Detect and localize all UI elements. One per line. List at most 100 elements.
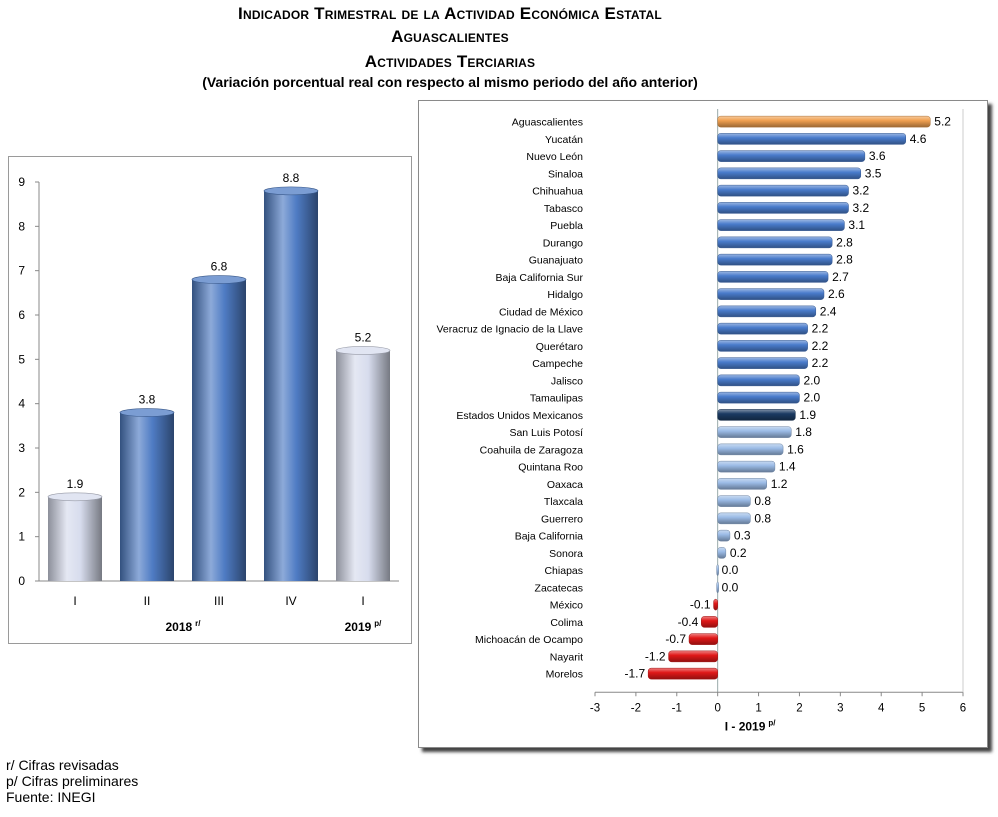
bar-value-label: 3.2 [853,201,870,215]
state-bar [717,374,800,387]
bar-body [717,305,817,318]
bar-value-label: 0.0 [722,563,739,577]
state-bar [717,253,833,266]
state-label: Estados Unidos Mexicanos [456,410,583,422]
bar-body [717,236,833,249]
bar-body [701,616,718,628]
state-bar [701,616,718,628]
bar-value-label: 2.2 [812,322,829,336]
x-category-label: IV [285,594,296,608]
y-tick-label: 5 [18,352,25,366]
state-label: Guanajuato [529,255,583,267]
bar-quarter-5 [335,346,391,581]
state-label: Sinaloa [548,168,583,180]
state-bar [717,495,751,507]
bar-body [717,219,845,231]
state-label: Nayarit [550,651,583,663]
bar-body [717,253,833,266]
bar-value-label: 1.9 [67,477,84,491]
state-label: Querétaro [536,341,583,353]
state-bar [717,288,825,300]
bar-body [717,322,808,335]
state-label: Oaxaca [547,479,583,491]
bar-value-label: 0.2 [730,546,747,560]
state-label: Puebla [550,220,583,232]
bar-value-label: 1.9 [799,408,816,422]
bar-body [717,426,792,438]
bar-body [717,115,931,128]
y-tick-label: 8 [18,219,25,233]
x-tick-label: 5 [919,702,925,714]
bar-value-label: 8.8 [283,171,300,185]
bar-value-label: 2.0 [803,373,820,387]
bar-body [647,667,718,680]
bar-body [717,512,751,525]
bar-value-label: 1.8 [795,425,812,439]
state-bar [717,202,849,214]
title-line-3: Actividades Terciarias [364,52,536,71]
bar-top [47,492,103,502]
bar-body [717,374,800,387]
bar-value-label: -0.7 [665,632,686,646]
x-tick-label: 6 [960,702,966,714]
state-bar [717,460,776,473]
x-category-label: I [361,594,364,608]
bar-value-label: 3.2 [853,184,870,198]
x-tick-label: 2 [796,702,802,714]
quarterly-chart-panel: 0 1 2 3 4 5 6 7 8 9 1.9 I 3.8 II 6.8 III 8.8 IV 5.2 I 2018 r/… [8,156,412,644]
state-label: San Luis Potosí [509,427,583,439]
bar-quarter-1 [47,492,103,581]
note-preliminary: p/ Cifras preliminares [6,773,139,789]
x-category-label: III [214,594,224,608]
state-bar [688,633,718,645]
y-tick-label: 2 [18,485,25,499]
y-tick-label: 9 [18,175,25,189]
state-bar [717,426,792,438]
bar-value-label: 2.7 [832,270,849,284]
states-chart-panel: -3 -2 -1 0 1 2 3 4 5 6 I - 2019 p/Aguascalientes 5.2… [418,100,988,748]
state-label: Quintana Roo [518,462,583,474]
bar-value-label: 0.8 [754,494,771,508]
bar-body [717,529,731,542]
state-bar [717,340,808,352]
state-label: Morelos [546,669,583,681]
bar-quarter-2 [119,408,175,581]
state-bar [717,547,727,559]
bar-value-label: 2.2 [812,339,829,353]
bar-value-label: 2.8 [836,235,853,249]
bar-value-label: 3.6 [869,149,886,163]
bar-value-label: 0.8 [754,511,771,525]
y-tick-label: 7 [18,264,25,278]
state-bar [717,236,833,249]
bar-quarter-4 [263,186,319,581]
bar-body [717,288,825,300]
bar-value-label: 2.2 [812,356,829,370]
state-bar [717,184,849,197]
states-bar-chart: -3 -2 -1 0 1 2 3 4 5 6 I - 2019 p/Aguascalientes 5.2… [436,109,966,733]
bar-body [688,633,718,645]
bar-value-label: 0.3 [734,529,751,543]
bar-body [336,350,390,581]
state-bar [717,115,931,128]
state-label: Sonora [549,548,583,560]
bar-value-label: 6.8 [211,260,228,274]
state-bar [717,133,907,145]
bar-value-label: -1.2 [645,649,666,663]
state-label: Colima [550,617,583,629]
bar-body [717,167,862,180]
state-label: Durango [543,237,583,249]
x-category-label: I [73,594,76,608]
state-label: Hidalgo [547,289,583,301]
bar-value-label: 1.2 [771,477,788,491]
state-bar [717,357,808,369]
state-bar [717,443,784,456]
bar-body [668,650,718,663]
y-tick-label: 6 [18,308,25,322]
state-label: Tabasco [544,203,583,215]
x-tick-label: -1 [672,702,682,714]
state-label: Chiapas [544,565,583,577]
x-tick-label: 1 [755,702,761,714]
footnotes: r/ Cifras revisadas p/ Cifras preliminar… [6,757,138,805]
state-bar [717,391,800,404]
bar-body [717,478,767,490]
